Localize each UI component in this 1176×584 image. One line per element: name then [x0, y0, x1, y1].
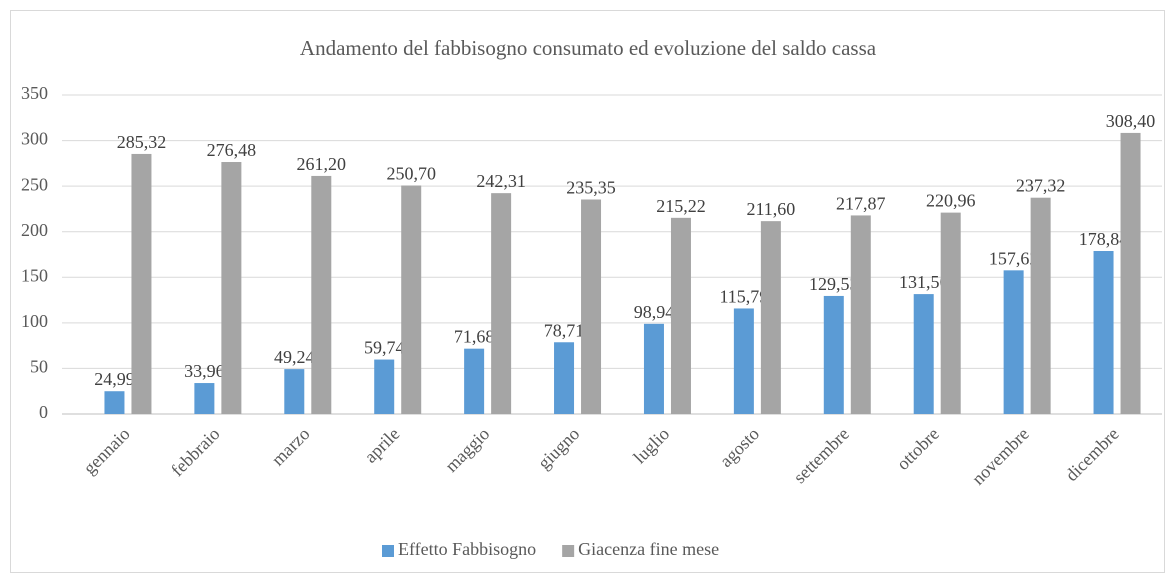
bar	[1003, 270, 1024, 414]
bar	[823, 295, 844, 414]
value-label: 59,74	[364, 338, 405, 358]
bar	[1030, 197, 1051, 414]
value-label: 220,96	[926, 191, 976, 211]
bar	[401, 185, 422, 414]
bar	[913, 294, 934, 414]
value-label: 78,71	[544, 320, 585, 340]
value-label: 217,87	[836, 193, 886, 213]
y-tick-label: 200	[21, 220, 48, 240]
value-label: 33,96	[184, 361, 225, 381]
bar	[733, 308, 754, 414]
y-tick-label: 100	[21, 311, 48, 331]
value-label: 129,53	[809, 274, 859, 294]
bar	[940, 212, 961, 414]
bar	[221, 162, 242, 414]
bar	[104, 391, 125, 414]
value-label: 131,56	[899, 272, 949, 292]
legend-swatch	[382, 545, 394, 557]
value-label: 49,24	[274, 347, 315, 367]
value-label: 115,79	[719, 286, 768, 306]
value-label: 215,22	[656, 196, 706, 216]
bar	[760, 221, 781, 414]
bar	[1120, 132, 1141, 414]
value-label: 178,84	[1079, 229, 1129, 249]
y-tick-label: 300	[21, 129, 48, 149]
value-label: 242,31	[476, 171, 526, 191]
y-tick-label: 350	[21, 83, 48, 103]
bar	[311, 175, 332, 414]
bar	[374, 359, 395, 414]
y-tick-label: 0	[39, 402, 48, 422]
value-label: 211,60	[746, 199, 795, 219]
bar	[1093, 251, 1114, 414]
bar	[491, 193, 512, 414]
value-label: 237,32	[1016, 176, 1066, 196]
value-label: 276,48	[207, 140, 257, 160]
value-label: 250,70	[386, 164, 436, 184]
bar	[643, 323, 664, 414]
y-tick-label: 150	[21, 265, 48, 285]
value-label: 98,94	[634, 302, 675, 322]
value-label: 285,32	[117, 132, 167, 152]
bar	[464, 348, 485, 414]
chart-title: Andamento del fabbisogno consumato ed ev…	[300, 36, 877, 60]
legend-label: Effetto Fabbisogno	[398, 539, 536, 559]
legend-swatch	[562, 545, 575, 557]
value-label: 157,62	[989, 248, 1039, 268]
bar	[554, 342, 575, 414]
value-label: 235,35	[566, 177, 616, 197]
bar	[194, 383, 215, 414]
bar	[284, 369, 305, 414]
bar	[131, 153, 152, 414]
bar	[850, 215, 871, 414]
y-tick-label: 50	[30, 357, 48, 377]
value-label: 71,68	[454, 327, 495, 347]
value-label: 24,99	[94, 369, 135, 389]
bar	[670, 217, 691, 414]
value-label: 308,40	[1106, 111, 1156, 131]
y-tick-label: 250	[21, 174, 48, 194]
bar	[581, 199, 602, 414]
value-label: 261,20	[297, 154, 347, 174]
legend-label: Giacenza fine mese	[578, 539, 719, 559]
